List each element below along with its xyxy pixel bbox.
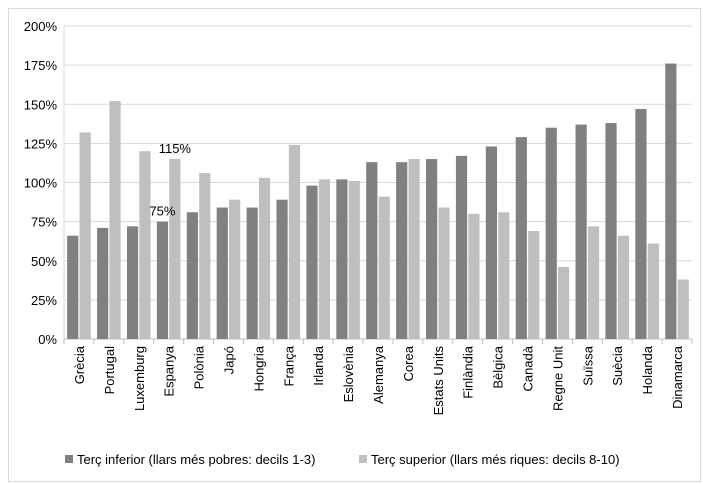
bar-upper-19: [647, 243, 659, 339]
bar-lower-11: [396, 162, 408, 339]
bar-upper-20: [677, 279, 689, 339]
bar-upper-5: [229, 199, 241, 339]
y-tick-label-0: 0%: [38, 332, 57, 347]
bar-lower-7: [276, 199, 288, 339]
y-tick-label-3: 75%: [31, 215, 57, 230]
y-tick-label-1: 25%: [31, 293, 57, 308]
category-label-18: Suècia: [610, 345, 625, 386]
bar-lower-8: [306, 185, 318, 339]
bar-upper-16: [558, 267, 570, 339]
category-label-11: Corea: [401, 345, 416, 381]
bar-lower-20: [665, 63, 677, 340]
bar-upper-10: [378, 196, 390, 339]
bar-upper-18: [617, 235, 630, 339]
bar-upper-7: [288, 144, 301, 339]
bar-lower-1: [97, 227, 109, 339]
category-label-16: Regne Unit: [550, 346, 565, 411]
bar-upper-3: [169, 159, 181, 339]
y-tick-label-5: 125%: [24, 136, 58, 151]
category-label-2: Luxemburg: [132, 346, 147, 411]
category-label-4: Polònia: [192, 345, 207, 389]
bar-lower-10: [366, 162, 378, 339]
category-label-0: Grècia: [72, 345, 87, 384]
data-label-1: 115%: [159, 141, 192, 156]
bar-lower-0: [67, 235, 79, 339]
category-label-3: Espanya: [162, 345, 177, 396]
bar-lower-12: [426, 159, 438, 339]
category-label-10: Alemanya: [371, 345, 386, 404]
legend-label-1: Terç superior (llars més riques: decils …: [371, 452, 620, 467]
legend-label-0: Terç inferior (llars més pobres: decils …: [77, 452, 315, 467]
category-label-20: Dinamarca: [670, 345, 685, 409]
legend-swatch-1: [359, 455, 367, 463]
y-tick-label-2: 50%: [31, 254, 57, 269]
bar-lower-14: [485, 146, 498, 339]
y-tick-label-6: 150%: [24, 97, 58, 112]
y-tick-label-7: 175%: [24, 58, 58, 73]
bar-upper-4: [199, 173, 211, 339]
bar-upper-17: [587, 226, 600, 339]
bar-upper-11: [408, 159, 420, 339]
data-label-0: 75%: [149, 204, 175, 219]
bar-lower-18: [605, 123, 617, 339]
category-label-12: Estats Units: [431, 346, 446, 416]
bar-lower-16: [545, 127, 557, 339]
category-label-17: Suïssa: [580, 345, 595, 386]
bar-upper-13: [468, 213, 480, 339]
category-label-9: Eslovènia: [341, 345, 356, 402]
category-label-15: Canadà: [521, 345, 536, 391]
bar-lower-2: [126, 226, 139, 339]
bar-lower-13: [455, 155, 468, 339]
bar-upper-12: [438, 207, 450, 339]
y-tick-label-4: 100%: [24, 176, 58, 191]
category-label-1: Portugal: [102, 346, 117, 395]
bar-upper-14: [498, 212, 510, 339]
bar-lower-4: [186, 212, 198, 339]
category-label-13: Finlàndia: [461, 345, 476, 399]
category-label-6: Hongria: [251, 345, 266, 391]
bar-lower-6: [246, 207, 258, 339]
bar-lower-5: [216, 207, 228, 339]
category-label-7: França: [281, 345, 296, 386]
bar-upper-9: [348, 180, 360, 339]
bar-upper-15: [528, 231, 540, 339]
bar-upper-1: [109, 101, 121, 340]
bar-lower-15: [515, 137, 527, 339]
bar-lower-9: [336, 179, 348, 339]
category-label-5: Japó: [221, 346, 236, 374]
bar-upper-8: [318, 179, 330, 339]
bar-upper-2: [139, 151, 151, 339]
bar-lower-17: [575, 124, 587, 339]
bar-lower-3: [156, 221, 169, 339]
category-label-19: Holanda: [640, 345, 655, 394]
y-tick-label-8: 200%: [24, 19, 58, 34]
category-label-8: Irlanda: [311, 345, 326, 386]
bar-lower-19: [635, 108, 647, 339]
bar-upper-0: [79, 132, 91, 339]
bar-upper-6: [258, 177, 271, 339]
legend-swatch-0: [65, 455, 73, 463]
category-label-14: Bèlgica: [491, 345, 506, 388]
